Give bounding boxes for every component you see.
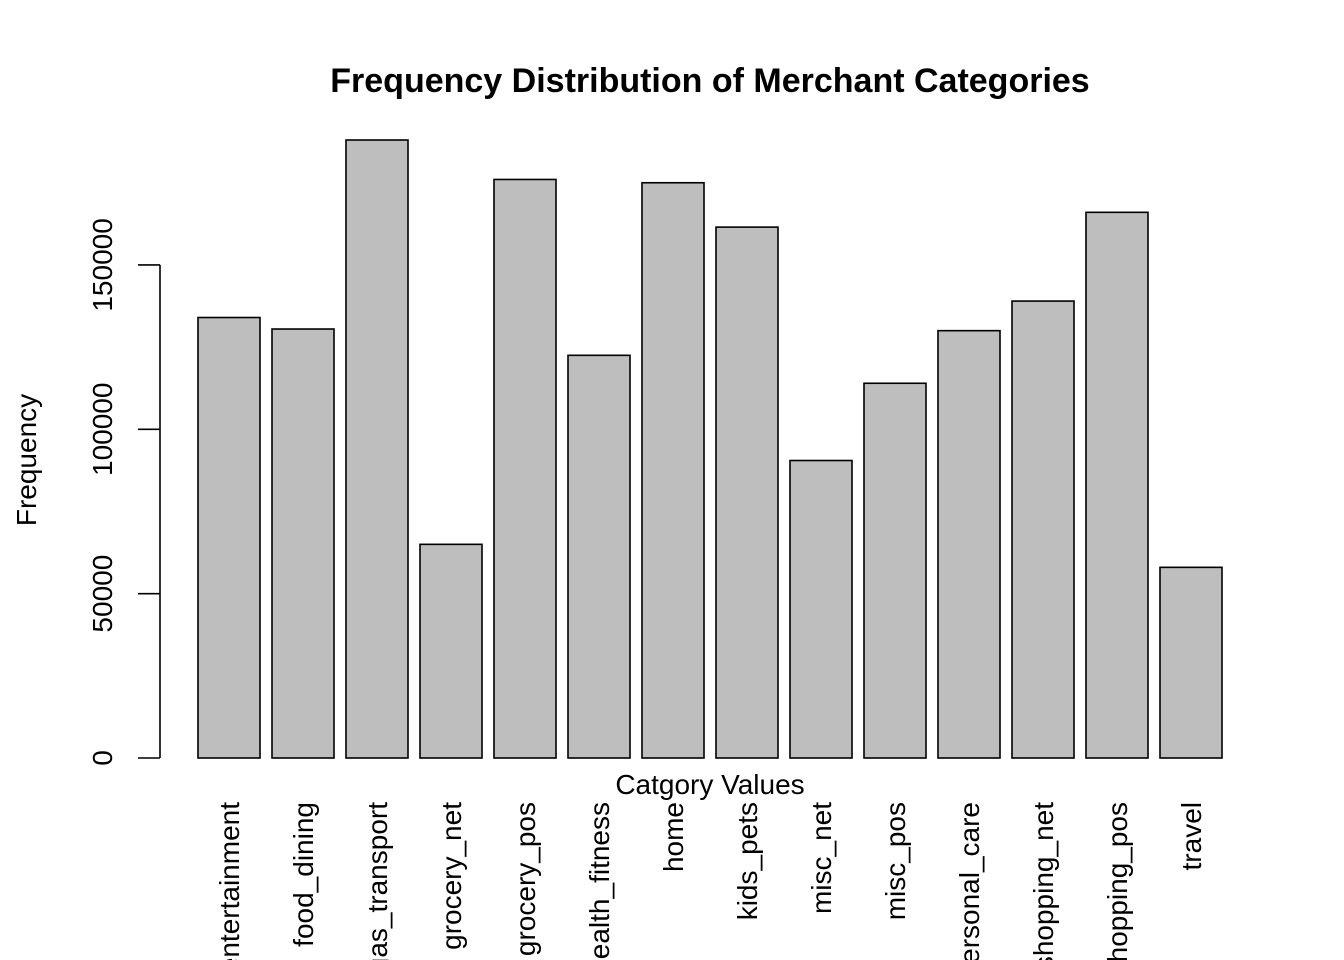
bar-misc-pos bbox=[863, 382, 927, 759]
bar-health-fitness bbox=[567, 354, 631, 759]
x-tick-label: food_dining bbox=[288, 802, 319, 947]
y-tick-label: 0 bbox=[87, 750, 118, 766]
y-axis-label: Frequency bbox=[11, 394, 42, 526]
x-tick-label: home bbox=[658, 802, 689, 872]
x-tick-label: travel bbox=[1176, 802, 1207, 870]
bar-kids-pets bbox=[715, 226, 779, 759]
x-tick-label: shopping_net bbox=[1028, 802, 1059, 960]
x-tick-label: grocery_pos bbox=[510, 802, 541, 956]
bars-group bbox=[197, 139, 1223, 759]
x-tick-label: misc_net bbox=[806, 802, 837, 914]
chart-title: Frequency Distribution of Merchant Categ… bbox=[330, 62, 1089, 100]
x-tick-label: personal_care bbox=[954, 802, 985, 960]
y-axis: 0 50000 100000 150000 bbox=[87, 218, 161, 766]
x-tick-label: health_fitness bbox=[584, 802, 615, 960]
x-axis-label: Catgory Values bbox=[615, 769, 804, 800]
bar-home bbox=[641, 181, 705, 759]
bar-grocery-pos bbox=[493, 178, 557, 759]
bar-grocery-net bbox=[419, 543, 483, 759]
x-tick-label: gas_transport bbox=[362, 802, 393, 960]
bar-gas-transport bbox=[345, 139, 409, 759]
bar-entertainment bbox=[197, 316, 261, 759]
bar-personal-care bbox=[937, 329, 1001, 759]
x-tick-label: entertainment bbox=[214, 802, 245, 960]
y-tick-label: 100000 bbox=[87, 383, 118, 476]
bar-travel bbox=[1159, 566, 1223, 759]
bar-shopping-net bbox=[1011, 300, 1075, 759]
y-tick-label: 150000 bbox=[87, 218, 118, 311]
x-tick-label: kids_pets bbox=[732, 802, 763, 920]
y-tick-label: 50000 bbox=[87, 555, 118, 633]
bar-misc-net bbox=[789, 459, 853, 759]
bar-food-dining bbox=[271, 328, 335, 759]
x-tick-label: grocery_net bbox=[436, 802, 467, 950]
x-tick-labels: entertainment food_dining gas_transport gro… bbox=[214, 802, 1207, 960]
bar-shopping-pos bbox=[1085, 211, 1149, 759]
x-tick-label: shopping_pos bbox=[1102, 802, 1133, 960]
x-tick-label: misc_pos bbox=[880, 802, 911, 920]
